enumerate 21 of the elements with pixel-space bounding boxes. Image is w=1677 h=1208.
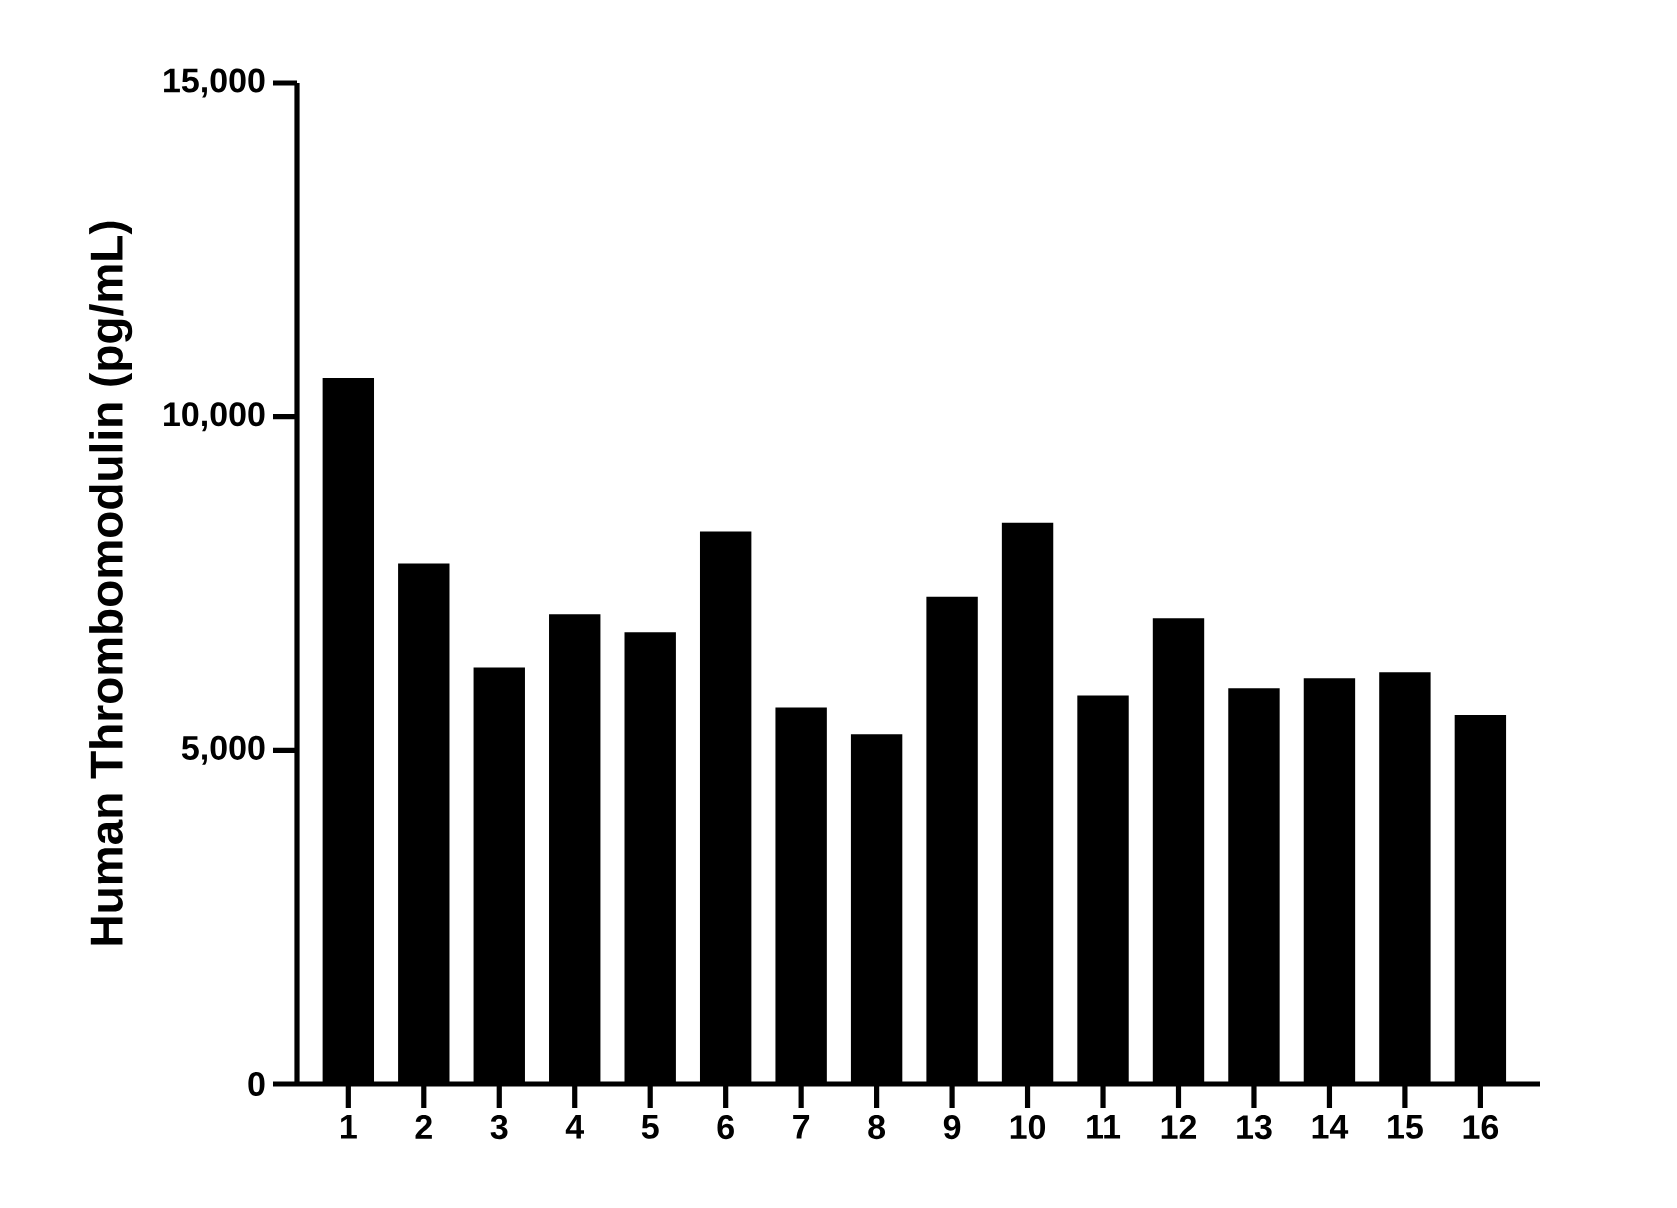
x-tick-label: 10 bbox=[1010, 1115, 1046, 1140]
x-tick-label: 15 bbox=[1388, 1115, 1423, 1139]
x-tick-label: 6 bbox=[717, 1115, 734, 1140]
x-tick-label: 4 bbox=[565, 1115, 585, 1139]
y-tick-label: 15,000 bbox=[164, 68, 265, 98]
x-tick-label: 11 bbox=[1087, 1115, 1121, 1139]
x-tick-label: 3 bbox=[490, 1115, 508, 1140]
x-tick-label: 7 bbox=[793, 1115, 810, 1139]
y-tick-label: 10,000 bbox=[164, 402, 265, 432]
x-tick-label: 12 bbox=[1161, 1115, 1197, 1139]
y-axis-title: Human Thrombomodulin (pg/mL) bbox=[89, 221, 133, 945]
x-tick-label: 8 bbox=[868, 1115, 886, 1140]
x-tick-label: 14 bbox=[1312, 1115, 1349, 1139]
x-tick-label: 1 bbox=[341, 1115, 357, 1139]
y-tick-label: 0 bbox=[248, 1071, 265, 1097]
x-tick-label: 13 bbox=[1237, 1115, 1272, 1140]
x-tick-label: 16 bbox=[1463, 1115, 1499, 1140]
x-tick-label: 2 bbox=[415, 1115, 432, 1139]
x-tick-label: 5 bbox=[641, 1115, 659, 1139]
y-tick-label: 5,000 bbox=[181, 735, 265, 765]
x-tick-label: 9 bbox=[943, 1115, 961, 1140]
